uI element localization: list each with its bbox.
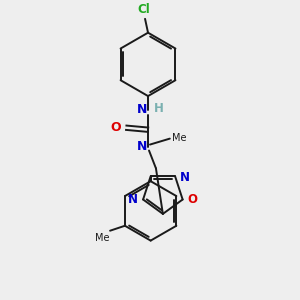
Text: N: N xyxy=(137,140,147,153)
Text: N: N xyxy=(137,103,147,116)
Text: N: N xyxy=(128,193,138,206)
Text: O: O xyxy=(188,193,198,206)
Text: Me: Me xyxy=(94,233,109,243)
Text: O: O xyxy=(111,121,121,134)
Text: H: H xyxy=(154,102,164,116)
Text: Cl: Cl xyxy=(138,3,150,16)
Text: Me: Me xyxy=(172,133,186,142)
Text: N: N xyxy=(180,171,190,184)
